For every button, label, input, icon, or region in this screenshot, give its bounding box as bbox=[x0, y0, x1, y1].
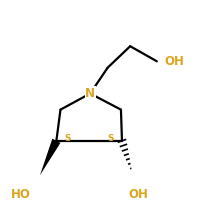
Text: S: S bbox=[64, 134, 71, 143]
Text: HO: HO bbox=[11, 188, 31, 201]
Text: OH: OH bbox=[163, 55, 183, 68]
Text: OH: OH bbox=[128, 188, 147, 201]
Polygon shape bbox=[40, 139, 60, 175]
Text: S: S bbox=[107, 134, 113, 143]
Text: N: N bbox=[85, 87, 95, 100]
